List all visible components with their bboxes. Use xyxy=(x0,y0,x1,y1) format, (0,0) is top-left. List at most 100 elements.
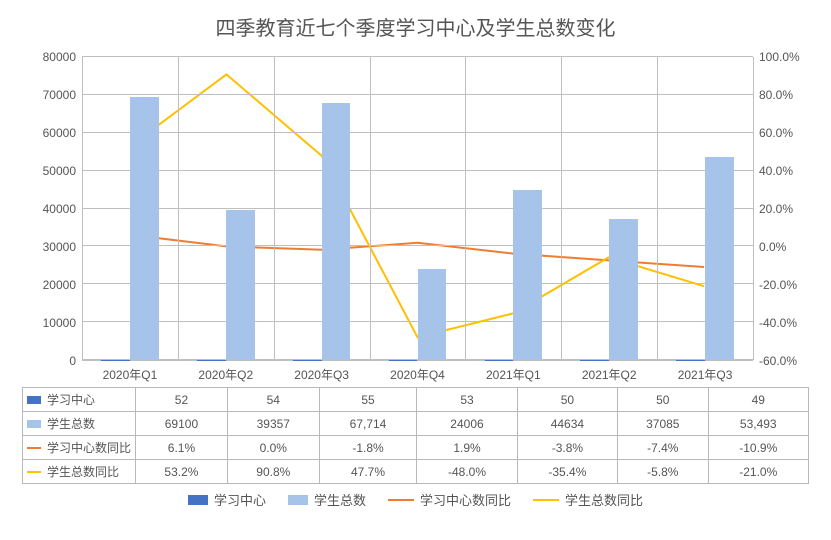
row-label: 学生总数 xyxy=(47,417,95,431)
ytick-left: 20000 xyxy=(22,278,76,292)
xgrid xyxy=(82,57,83,360)
table-row: 学生总数同比53.2%90.8%47.7%-48.0%-35.4%-5.8%-2… xyxy=(23,460,809,484)
cell: -48.0% xyxy=(417,460,517,484)
xtick: 2020年Q3 xyxy=(294,366,349,383)
cell: 37085 xyxy=(618,412,708,436)
row-swatch xyxy=(27,420,41,428)
cell: 50 xyxy=(618,388,708,412)
cell: 1.9% xyxy=(417,436,517,460)
xtick: 2020年Q1 xyxy=(103,366,158,383)
chart-area: 0100002000030000400005000060000700008000… xyxy=(22,47,809,387)
xgrid xyxy=(465,57,466,360)
xgrid xyxy=(274,57,275,360)
xgrid xyxy=(753,57,754,360)
cell: 67,714 xyxy=(319,412,417,436)
bar-students xyxy=(322,103,351,360)
bar-centers xyxy=(580,360,609,361)
bar-students xyxy=(513,190,542,360)
ytick-left: 10000 xyxy=(22,316,76,330)
gridline xyxy=(82,170,753,171)
table-row: 学习中心数同比 6.1%0.0%-1.8%1.9%-3.8%-7.4%-10.9% xyxy=(23,436,809,460)
bar-students xyxy=(705,157,734,360)
legend-swatch-students xyxy=(288,495,308,505)
cell: 54 xyxy=(227,388,319,412)
row-label: 学习中心 xyxy=(47,393,95,407)
xtick: 2020年Q4 xyxy=(390,366,445,383)
row-header: 学习中心数同比 xyxy=(23,436,136,460)
cell: 47.7% xyxy=(319,460,417,484)
cell: 24006 xyxy=(417,412,517,436)
plot-region xyxy=(82,57,753,361)
bar-centers xyxy=(676,360,705,361)
bar-centers xyxy=(389,360,418,361)
legend-centers-yoy: 学习中心数同比 xyxy=(388,490,511,509)
xtick: 2021年Q3 xyxy=(678,366,733,383)
table-row: 学习中心52545553505049 xyxy=(23,388,809,412)
cell: 55 xyxy=(319,388,417,412)
ytick-left: 70000 xyxy=(22,88,76,102)
legend-label: 学习中心 xyxy=(214,490,266,509)
legend: 学习中心 学生总数 学习中心数同比 学生总数同比 xyxy=(14,490,817,509)
row-swatch xyxy=(27,444,41,452)
gridline xyxy=(82,208,753,209)
cell: 39357 xyxy=(227,412,319,436)
cell: -21.0% xyxy=(708,460,808,484)
ytick-right: -40.0% xyxy=(759,316,809,330)
legend-label: 学习中心数同比 xyxy=(420,490,511,509)
xgrid xyxy=(561,57,562,360)
xgrid xyxy=(178,57,179,360)
row-label: 学生总数同比 xyxy=(47,465,119,479)
legend-students-yoy: 学生总数同比 xyxy=(533,490,643,509)
cell: 69100 xyxy=(136,412,228,436)
legend-centers: 学习中心 xyxy=(188,490,266,509)
bar-students xyxy=(226,210,255,360)
bar-students xyxy=(130,97,159,360)
cell: 6.1% xyxy=(136,436,228,460)
legend-label: 学生总数 xyxy=(314,490,366,509)
cell: 53 xyxy=(417,388,517,412)
cell: 44634 xyxy=(517,412,617,436)
cell: 52 xyxy=(136,388,228,412)
table-row: 学生总数 691003935767,71424006446343708553,49… xyxy=(23,412,809,436)
bar-centers xyxy=(293,360,322,361)
ytick-right: -20.0% xyxy=(759,278,809,292)
cell: 50 xyxy=(517,388,617,412)
row-header: 学生总数同比 xyxy=(23,460,136,484)
cell: -35.4% xyxy=(517,460,617,484)
bar-students xyxy=(609,219,638,360)
legend-swatch-centers xyxy=(188,495,208,505)
ytick-left: 30000 xyxy=(22,240,76,254)
legend-swatch-centers-yoy xyxy=(388,495,414,505)
data-table: 学习中心52545553505049学生总数691003935767,71424… xyxy=(22,387,809,484)
cell: -10.9% xyxy=(708,436,808,460)
row-swatch xyxy=(27,468,41,476)
ytick-right: 20.0% xyxy=(759,202,809,216)
cell: -7.4% xyxy=(618,436,708,460)
row-header: 学习中心 xyxy=(23,388,136,412)
chart-title: 四季教育近七个季度学习中心及学生总数变化 xyxy=(14,12,817,41)
legend-label: 学生总数同比 xyxy=(565,490,643,509)
ytick-left: 60000 xyxy=(22,126,76,140)
cell: -3.8% xyxy=(517,436,617,460)
cell: 53,493 xyxy=(708,412,808,436)
gridline xyxy=(82,56,753,57)
cell: 49 xyxy=(708,388,808,412)
bar-centers xyxy=(101,360,130,361)
xgrid xyxy=(657,57,658,360)
gridline xyxy=(82,132,753,133)
row-label: 学习中心数同比 xyxy=(47,441,131,455)
ytick-right: -60.0% xyxy=(759,354,809,368)
ytick-left: 80000 xyxy=(22,50,76,64)
ytick-right: 80.0% xyxy=(759,88,809,102)
legend-swatch-students-yoy xyxy=(533,495,559,505)
cell: 0.0% xyxy=(227,436,319,460)
xgrid xyxy=(370,57,371,360)
ytick-right: 0.0% xyxy=(759,240,809,254)
gridline xyxy=(82,245,753,246)
bar-centers xyxy=(485,360,514,361)
bar-centers xyxy=(197,360,226,361)
cell: -1.8% xyxy=(319,436,417,460)
xtick: 2021年Q1 xyxy=(486,366,541,383)
xtick: 2020年Q2 xyxy=(198,366,253,383)
ytick-left: 50000 xyxy=(22,164,76,178)
